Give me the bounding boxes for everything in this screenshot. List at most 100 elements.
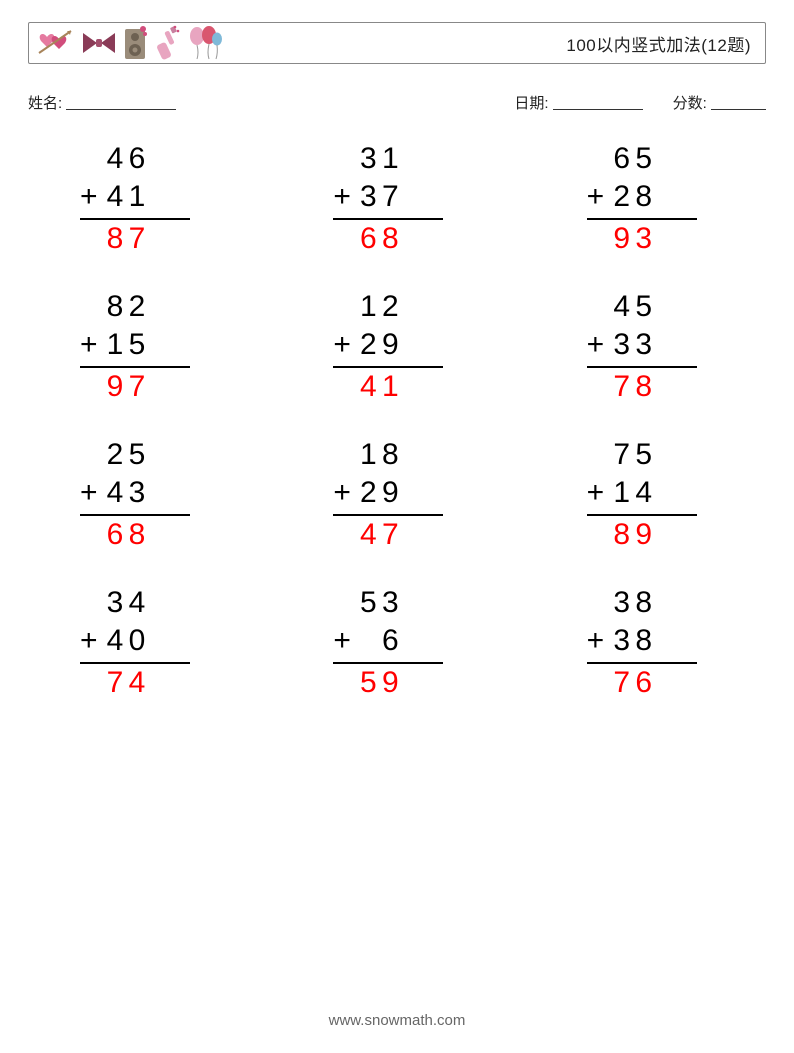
digit: 9 [379, 664, 401, 702]
op-blank [333, 368, 357, 406]
plus-sign: + [587, 178, 611, 216]
digit: 4 [633, 474, 655, 512]
digit: 7 [379, 178, 401, 216]
answer: 97 [80, 368, 190, 406]
digit: 4 [126, 584, 148, 622]
info-line: 姓名: 日期: 分数: [28, 92, 766, 113]
digit: 4 [611, 288, 633, 326]
digit: 2 [126, 288, 148, 326]
digit: 5 [357, 664, 379, 702]
digit: 8 [104, 220, 126, 258]
digit: 8 [633, 178, 655, 216]
digit: 1 [379, 368, 401, 406]
digit: 5 [633, 140, 655, 178]
digit: 6 [633, 664, 655, 702]
digit: 3 [357, 140, 379, 178]
digit: 6 [104, 516, 126, 554]
operand-b: +29 [333, 326, 443, 364]
answer: 68 [333, 220, 443, 258]
digit: 0 [126, 622, 148, 660]
digit: 3 [633, 326, 655, 364]
operand-b: +43 [80, 474, 190, 512]
operand-a: 65 [587, 140, 697, 178]
digit: 4 [104, 474, 126, 512]
plus-sign: + [80, 326, 104, 364]
answer: 93 [587, 220, 697, 258]
digit: 3 [611, 326, 633, 364]
score-underline [711, 109, 766, 110]
digit: 8 [611, 516, 633, 554]
plus-sign: + [587, 326, 611, 364]
problems-grid: 46+41 87 31+37 68 65+28 93 82+15 97 12+2… [80, 140, 720, 702]
digit: 5 [633, 288, 655, 326]
op-blank [587, 516, 611, 554]
op-blank [80, 288, 104, 326]
digit: 8 [633, 368, 655, 406]
operand-a: 46 [80, 140, 190, 178]
digit: 7 [104, 664, 126, 702]
footer-url: www.snowmath.com [0, 1012, 794, 1029]
op-blank [333, 584, 357, 622]
balloons-icon [187, 25, 223, 61]
digit: 3 [379, 584, 401, 622]
op-blank [587, 140, 611, 178]
digit: 9 [633, 516, 655, 554]
digit: 1 [126, 178, 148, 216]
operand-b: +33 [587, 326, 697, 364]
op-blank [587, 220, 611, 258]
op-blank [587, 288, 611, 326]
digit: 3 [126, 474, 148, 512]
digit: 8 [379, 220, 401, 258]
digit: 5 [633, 436, 655, 474]
problem: 75+14 89 [587, 436, 697, 554]
digit: 1 [357, 436, 379, 474]
problem: 53+ 6 59 [333, 584, 443, 702]
op-blank [587, 664, 611, 702]
answer: 47 [333, 516, 443, 554]
problem: 46+41 87 [80, 140, 190, 258]
problem: 25+43 68 [80, 436, 190, 554]
operand-b: +28 [587, 178, 697, 216]
digit: 2 [357, 474, 379, 512]
answer: 76 [587, 664, 697, 702]
digit: 4 [104, 140, 126, 178]
problem: 34+40 74 [80, 584, 190, 702]
plus-sign: + [80, 474, 104, 512]
name-field: 姓名: [28, 92, 176, 113]
op-blank [333, 140, 357, 178]
digit: 1 [379, 140, 401, 178]
problem: 82+15 97 [80, 288, 190, 406]
digit: 9 [379, 474, 401, 512]
digit: 1 [104, 326, 126, 364]
date-field: 日期: [514, 92, 642, 113]
digit: 7 [611, 436, 633, 474]
operand-b: +14 [587, 474, 697, 512]
name-underline [66, 109, 176, 110]
op-blank [587, 368, 611, 406]
score-label: 分数: [673, 95, 707, 112]
plus-sign: + [333, 326, 357, 364]
operand-a: 25 [80, 436, 190, 474]
answer: 89 [587, 516, 697, 554]
digit: 5 [357, 584, 379, 622]
digit: 8 [633, 584, 655, 622]
op-blank [333, 436, 357, 474]
digit: 6 [611, 140, 633, 178]
operand-a: 53 [333, 584, 443, 622]
digit: 1 [357, 288, 379, 326]
op-blank [333, 220, 357, 258]
operand-a: 82 [80, 288, 190, 326]
operand-a: 38 [587, 584, 697, 622]
operand-a: 34 [80, 584, 190, 622]
score-field: 分数: [673, 92, 766, 113]
op-blank [80, 584, 104, 622]
digit: 1 [611, 474, 633, 512]
speaker-icon [121, 25, 149, 61]
digit: 8 [104, 288, 126, 326]
operand-b: +37 [333, 178, 443, 216]
operand-b: +15 [80, 326, 190, 364]
digit [357, 622, 379, 660]
plus-sign: + [333, 622, 357, 660]
header-icons [37, 25, 223, 61]
problem: 18+29 47 [333, 436, 443, 554]
